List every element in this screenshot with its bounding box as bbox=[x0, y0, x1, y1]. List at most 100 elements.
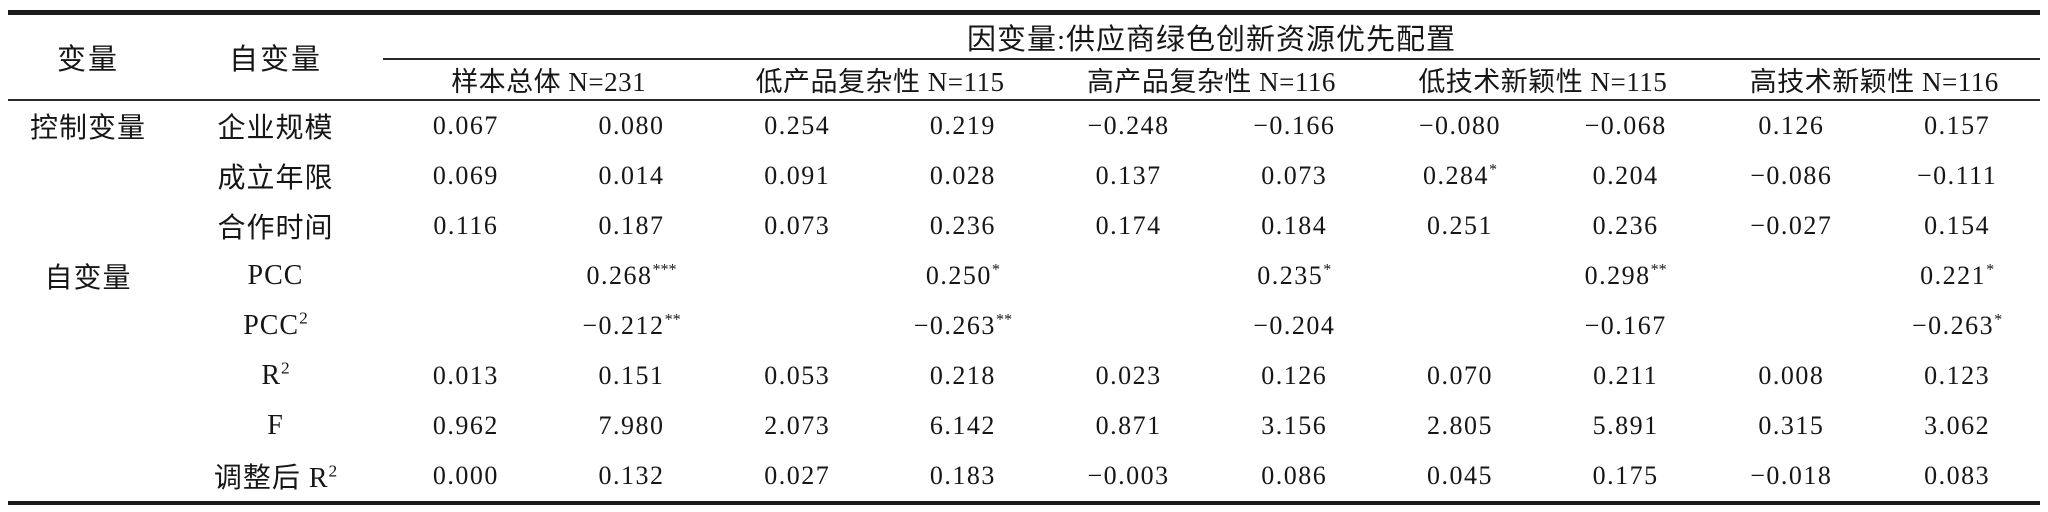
table-cell bbox=[1046, 301, 1212, 351]
superscript: *** bbox=[652, 261, 677, 279]
table-cell: −0.068 bbox=[1584, 111, 1667, 140]
row-label: 企业规模 bbox=[217, 113, 334, 144]
table-cell: 7.980 bbox=[598, 411, 665, 440]
table-cell: 0.080 bbox=[598, 111, 665, 140]
table-cell: 0.187 bbox=[598, 211, 665, 240]
superscript: 2 bbox=[281, 358, 290, 378]
table-cell: 0.184 bbox=[1261, 211, 1328, 240]
table-row: F 0.962 7.980 2.073 6.142 0.871 3.156 2.805 5.89… bbox=[8, 401, 2040, 451]
table-cell bbox=[1046, 251, 1212, 301]
superscript: 2 bbox=[299, 308, 308, 328]
table-cell: 0.132 bbox=[598, 461, 665, 490]
superscript: * bbox=[1488, 161, 1497, 179]
table-cell: 0.298** bbox=[1584, 261, 1667, 290]
table-cell: 0.069 bbox=[432, 161, 499, 190]
table-cell: 0.183 bbox=[929, 461, 996, 490]
table-cell: 6.142 bbox=[929, 411, 996, 440]
table-cell: 3.062 bbox=[1924, 411, 1991, 440]
table-cell: −0.086 bbox=[1750, 161, 1833, 190]
table-cell: −0.080 bbox=[1418, 111, 1502, 140]
row-category: 自变量 bbox=[44, 263, 132, 294]
table-row: R2 0.013 0.151 0.053 0.218 0.023 0.126 0.070 0.2… bbox=[8, 351, 2040, 401]
row-category bbox=[8, 451, 168, 503]
table-cell: 0.151 bbox=[598, 361, 665, 390]
table-cell: 0.073 bbox=[1261, 161, 1328, 190]
row-label: 合作时间 bbox=[217, 213, 334, 244]
table-cell: 0.000 bbox=[432, 461, 499, 490]
table-cell: 0.126 bbox=[1758, 111, 1825, 140]
table-cell: −0.166 bbox=[1253, 111, 1336, 140]
table-cell: 0.174 bbox=[1095, 211, 1162, 240]
table-cell: 0.053 bbox=[764, 361, 831, 390]
row-category bbox=[8, 301, 168, 351]
table-row: 成立年限 0.069 0.014 0.091 0.028 0.137 0.073 0.284*… bbox=[8, 151, 2040, 201]
regression-table: 变量 自变量 因变量:供应商绿色创新资源优先配置 样本总体 N=231 低产品复杂… bbox=[8, 10, 2040, 505]
table-body: 控制变量 企业规模 0.067 0.080 0.254 0.219 −0.248 −0.166… bbox=[8, 100, 2040, 503]
group-header: 样本总体 N=231 bbox=[383, 59, 715, 101]
header-variable: 变量 bbox=[8, 12, 168, 101]
row-label: F bbox=[267, 410, 284, 441]
table-cell: 0.137 bbox=[1095, 161, 1162, 190]
superscript: ** bbox=[664, 311, 681, 329]
table-cell: 2.805 bbox=[1426, 411, 1493, 440]
table-cell: 0.268*** bbox=[586, 261, 677, 290]
table-cell: 0.073 bbox=[764, 211, 831, 240]
table-cell bbox=[1709, 251, 1875, 301]
table-cell: 0.008 bbox=[1758, 361, 1825, 390]
table-cell bbox=[1377, 251, 1543, 301]
table-cell: 0.014 bbox=[598, 161, 665, 190]
table-cell: 0.013 bbox=[432, 361, 499, 390]
table-cell: 0.251 bbox=[1426, 211, 1493, 240]
table-cell: 0.027 bbox=[764, 461, 831, 490]
table-cell: 0.254 bbox=[764, 111, 831, 140]
table-cell: −0.248 bbox=[1087, 111, 1170, 140]
header-dependent-variable: 因变量:供应商绿色创新资源优先配置 bbox=[383, 12, 2040, 60]
group-header-row: 样本总体 N=231 低产品复杂性 N=115 高产品复杂性 N=116 低技术新颖性… bbox=[8, 59, 2040, 101]
table-cell: 0.962 bbox=[432, 411, 499, 440]
table-row: 调整后 R2 0.000 0.132 0.027 0.183 −0.003 0.086 0.0… bbox=[8, 451, 2040, 503]
superscript: * bbox=[1994, 311, 2003, 329]
table-cell: 0.871 bbox=[1095, 411, 1162, 440]
table-cell: −0.204 bbox=[1253, 311, 1336, 340]
table-cell: −0.027 bbox=[1750, 211, 1833, 240]
table-cell bbox=[383, 251, 549, 301]
table-cell bbox=[714, 251, 880, 301]
table-cell: −0.111 bbox=[1916, 161, 1998, 190]
row-category bbox=[8, 351, 168, 401]
table-cell: 0.023 bbox=[1095, 361, 1162, 390]
table-cell: 0.116 bbox=[433, 211, 499, 240]
table-cell: 0.204 bbox=[1592, 161, 1659, 190]
header-independent-variable: 自变量 bbox=[168, 12, 383, 101]
table-cell: 0.236 bbox=[1592, 211, 1659, 240]
table-cell: 0.154 bbox=[1924, 211, 1991, 240]
table-cell: −0.212** bbox=[582, 311, 681, 340]
table-row: 合作时间 0.116 0.187 0.073 0.236 0.174 0.184 0.251 0… bbox=[8, 201, 2040, 251]
superscript: * bbox=[1323, 261, 1332, 279]
table-row: PCC2 −0.212** −0.263** −0.204 −0.167 −0.263* bbox=[8, 301, 2040, 351]
table-cell: −0.167 bbox=[1584, 311, 1667, 340]
table-cell: 0.235* bbox=[1257, 261, 1332, 290]
table-cell: −0.263** bbox=[913, 311, 1013, 340]
table-cell: 0.123 bbox=[1924, 361, 1991, 390]
table-cell: 0.175 bbox=[1592, 461, 1659, 490]
table-cell: 0.126 bbox=[1261, 361, 1328, 390]
top-header-row: 变量 自变量 因变量:供应商绿色创新资源优先配置 bbox=[8, 12, 2040, 101]
row-category bbox=[8, 401, 168, 451]
table-cell: −0.263* bbox=[1911, 311, 2003, 340]
row-label: PCC bbox=[247, 260, 304, 291]
table-cell bbox=[1377, 301, 1543, 351]
table-cell: 0.157 bbox=[1924, 111, 1991, 140]
row-label: PCC2 bbox=[243, 308, 308, 341]
table-cell: 0.091 bbox=[764, 161, 831, 190]
table-cell: 2.073 bbox=[764, 411, 831, 440]
table-cell: 0.083 bbox=[1924, 461, 1991, 490]
table-cell bbox=[714, 301, 880, 351]
row-category: 控制变量 bbox=[29, 113, 146, 144]
superscript: * bbox=[991, 261, 1000, 279]
row-category bbox=[8, 151, 168, 201]
table-cell: 5.891 bbox=[1592, 411, 1659, 440]
table-cell: 0.067 bbox=[432, 111, 499, 140]
table-cell: 0.221* bbox=[1920, 261, 1995, 290]
row-label: R2 bbox=[261, 358, 290, 391]
table-cell: 0.219 bbox=[929, 111, 996, 140]
